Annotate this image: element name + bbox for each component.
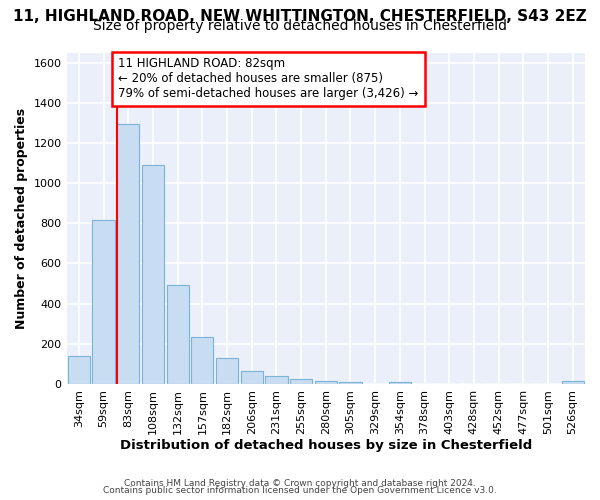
Bar (290, 378, 312, 384)
Bar (314, 381, 337, 384)
Bar (117, 124, 139, 384)
Bar (68, 356, 90, 384)
Text: Size of property relative to detached houses in Chesterfield: Size of property relative to detached ho… (93, 19, 507, 33)
Text: 11, HIGHLAND ROAD, NEW WHITTINGTON, CHESTERFIELD, S43 2EZ: 11, HIGHLAND ROAD, NEW WHITTINGTON, CHES… (13, 9, 587, 24)
Text: 11 HIGHLAND ROAD: 82sqm
← 20% of detached houses are smaller (875)
79% of semi-d: 11 HIGHLAND ROAD: 82sqm ← 20% of detache… (118, 58, 419, 100)
Bar (167, 284, 189, 384)
Y-axis label: Number of detached properties: Number of detached properties (15, 108, 28, 329)
Bar (191, 338, 214, 384)
X-axis label: Distribution of detached houses by size in Chesterfield: Distribution of detached houses by size … (119, 440, 532, 452)
Bar (142, 165, 164, 384)
Text: Contains HM Land Registry data © Crown copyright and database right 2024.: Contains HM Land Registry data © Crown c… (124, 478, 476, 488)
Bar (265, 376, 287, 384)
Bar (340, 382, 362, 384)
Bar (389, 382, 411, 384)
Bar (241, 371, 263, 384)
Bar (92, 220, 115, 384)
Bar (216, 358, 238, 384)
Text: Contains public sector information licensed under the Open Government Licence v3: Contains public sector information licen… (103, 486, 497, 495)
Bar (562, 382, 584, 384)
